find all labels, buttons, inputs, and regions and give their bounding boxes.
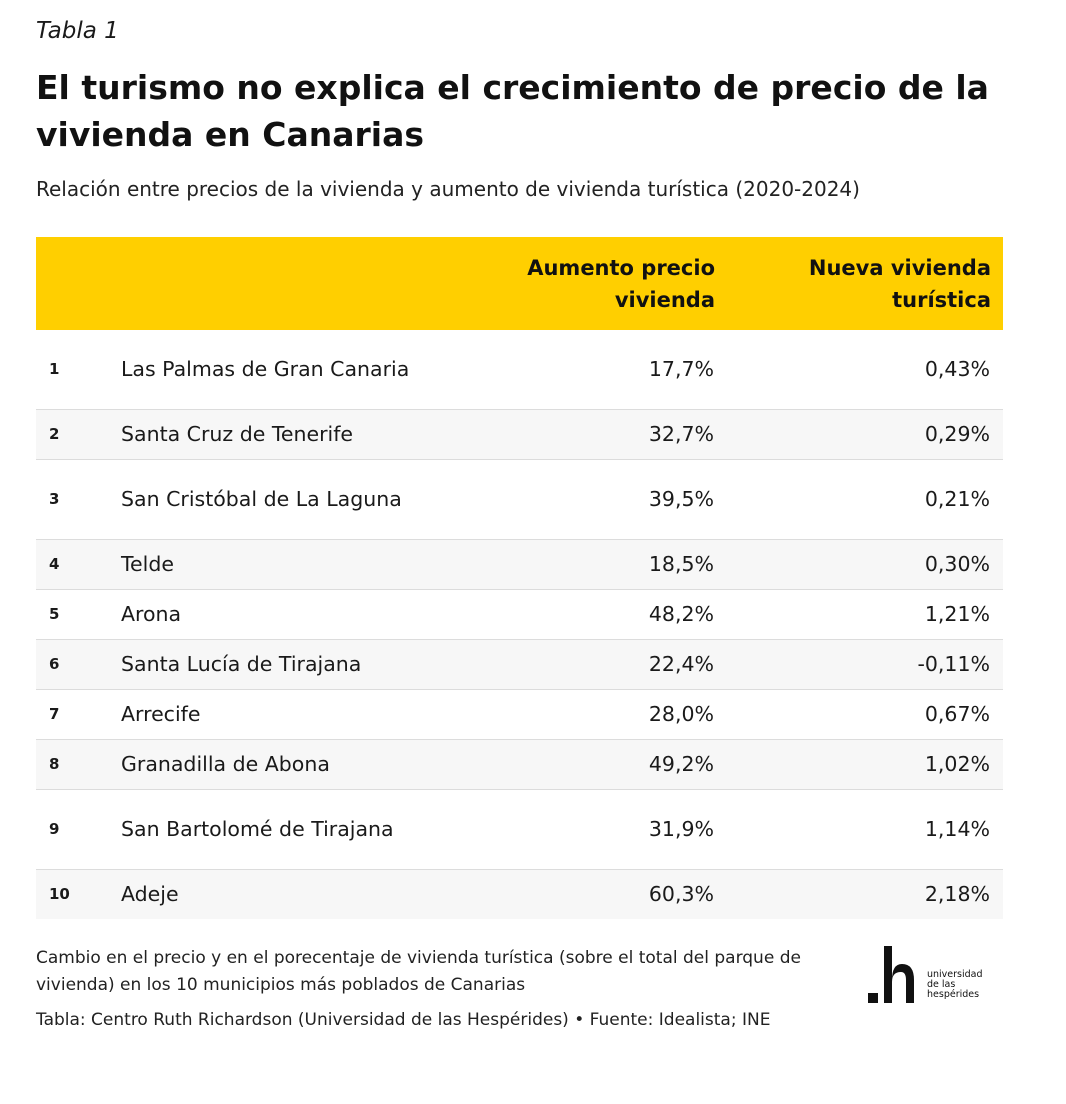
rank-cell: 9: [36, 789, 120, 870]
table-header-row: Aumento precio vivienda Nueva vivienda t…: [36, 237, 1003, 330]
header-turistica-cell: Nueva vivienda turística: [727, 237, 1003, 330]
municipio-cell: San Cristóbal de La Laguna: [120, 459, 448, 540]
header-rank-cell: [36, 237, 120, 330]
logo-line-1: universidad: [927, 969, 983, 980]
logo-line-2: de las: [927, 979, 956, 990]
turistica-cell: 0,29%: [727, 409, 1003, 460]
logo-h-stem: [884, 946, 892, 1003]
chart-subtitle: Relación entre precios de la vivienda y …: [36, 177, 860, 201]
precio-cell: 31,9%: [448, 789, 727, 870]
data-table: Aumento precio vivienda Nueva vivienda t…: [36, 237, 1003, 919]
precio-cell: 22,4%: [448, 639, 727, 690]
turistica-cell: 0,30%: [727, 539, 1003, 590]
municipio-cell: Telde: [120, 539, 448, 590]
rank-cell: 5: [36, 589, 120, 640]
table-row: 2 Santa Cruz de Tenerife 32,7% 0,29%: [36, 409, 1003, 460]
precio-cell: 48,2%: [448, 589, 727, 640]
table-row: 10 Adeje 60,3% 2,18%: [36, 869, 1003, 919]
rank-cell: 10: [36, 869, 120, 919]
rank-cell: 7: [36, 689, 120, 740]
table-row: 9 San Bartolomé de Tirajana 31,9% 1,14%: [36, 789, 1003, 870]
chart-title: El turismo no explica el crecimiento de …: [36, 68, 989, 154]
header-precio-cell: Aumento precio vivienda: [448, 237, 727, 330]
logo-h-arch: [892, 964, 914, 1003]
table-row: 1 Las Palmas de Gran Canaria 17,7% 0,43%: [36, 330, 1003, 410]
table-notes: Cambio en el precio y en el porecentaje …: [36, 948, 801, 995]
precio-cell: 49,2%: [448, 739, 727, 790]
precio-cell: 28,0%: [448, 689, 727, 740]
table-row: 3 San Cristóbal de La Laguna 39,5% 0,21%: [36, 459, 1003, 540]
turistica-cell: 0,67%: [727, 689, 1003, 740]
table-overline: Tabla 1: [36, 18, 119, 44]
municipio-cell: Arona: [120, 589, 448, 640]
municipio-cell: Santa Cruz de Tenerife: [120, 409, 448, 460]
table-body: 1 Las Palmas de Gran Canaria 17,7% 0,43% 2 Sa…: [36, 330, 1003, 919]
table-row: 4 Telde 18,5% 0,30%: [36, 539, 1003, 590]
municipio-cell: San Bartolomé de Tirajana: [120, 789, 448, 870]
turistica-cell: 1,02%: [727, 739, 1003, 790]
header-municipio-cell: [120, 237, 448, 330]
rank-cell: 4: [36, 539, 120, 590]
municipio-cell: Arrecife: [120, 689, 448, 740]
municipio-cell: Granadilla de Abona: [120, 739, 448, 790]
rank-cell: 2: [36, 409, 120, 460]
precio-cell: 17,7%: [448, 330, 727, 410]
precio-cell: 32,7%: [448, 409, 727, 460]
turistica-cell: 0,21%: [727, 459, 1003, 540]
table-source: Tabla: Centro Ruth Richardson (Universid…: [36, 1010, 771, 1030]
precio-cell: 18,5%: [448, 539, 727, 590]
municipio-cell: Las Palmas de Gran Canaria: [120, 330, 448, 410]
turistica-cell: 1,21%: [727, 589, 1003, 640]
turistica-cell: 2,18%: [727, 869, 1003, 919]
rank-cell: 8: [36, 739, 120, 790]
table-header: Aumento precio vivienda Nueva vivienda t…: [36, 237, 1003, 330]
table-row: 7 Arrecife 28,0% 0,67%: [36, 689, 1003, 740]
precio-cell: 39,5%: [448, 459, 727, 540]
table-row: 8 Granadilla de Abona 49,2% 1,02%: [36, 739, 1003, 790]
logo-dot: [868, 993, 878, 1003]
h-logo-icon: [868, 946, 914, 1003]
table-row: 5 Arona 48,2% 1,21%: [36, 589, 1003, 640]
turistica-cell: 1,14%: [727, 789, 1003, 870]
table-row: 6 Santa Lucía de Tirajana 22,4% -0,11%: [36, 639, 1003, 690]
municipio-cell: Santa Lucía de Tirajana: [120, 639, 448, 690]
logo-line-3: hespérides: [927, 989, 980, 1000]
municipio-cell: Adeje: [120, 869, 448, 919]
rank-cell: 1: [36, 330, 120, 410]
rank-cell: 3: [36, 459, 120, 540]
turistica-cell: -0,11%: [727, 639, 1003, 690]
rank-cell: 6: [36, 639, 120, 690]
turistica-cell: 0,43%: [727, 330, 1003, 410]
logo-wordmark: universidad de las hespérides: [927, 970, 983, 1000]
precio-cell: 60,3%: [448, 869, 727, 919]
